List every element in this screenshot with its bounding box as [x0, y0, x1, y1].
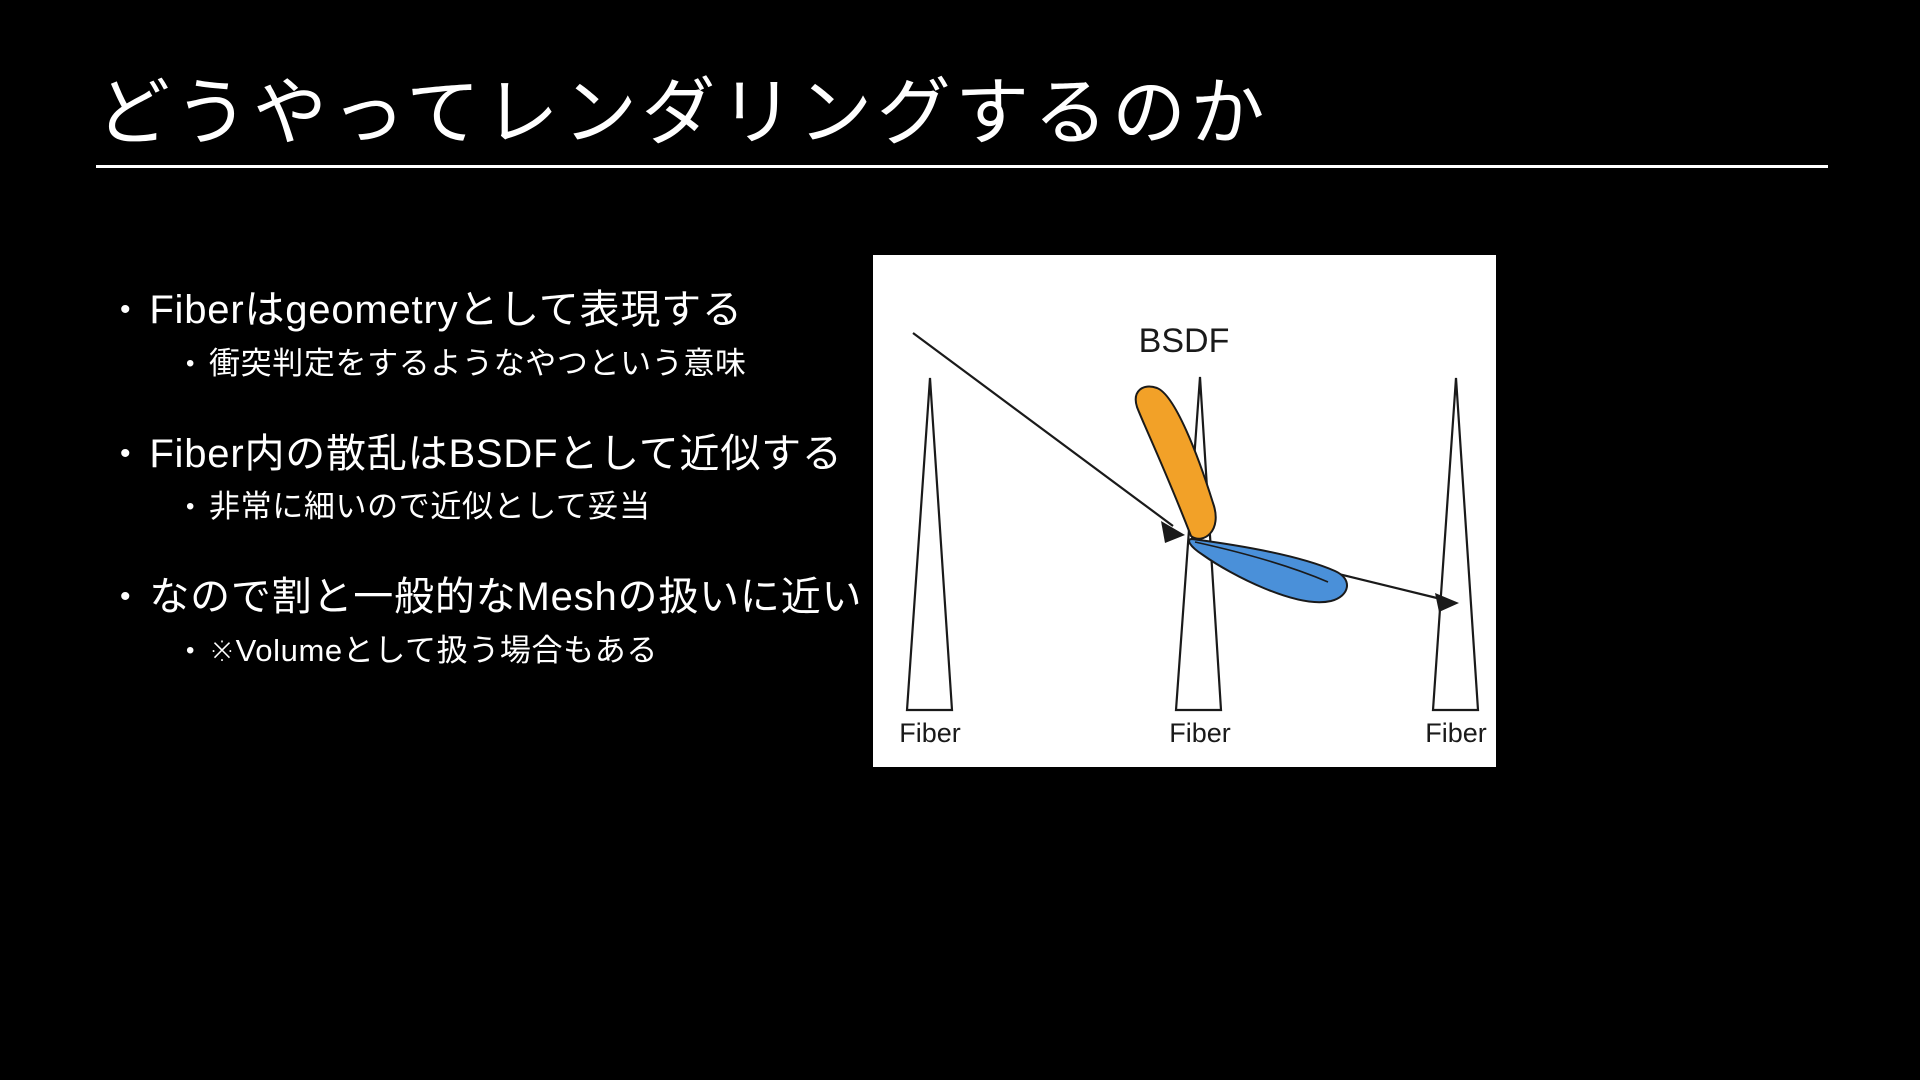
fiber-label-middle: Fiber: [1169, 718, 1231, 748]
bullet-label-primary-3: なので割と一般的なMeshの扱いに近い: [149, 575, 863, 620]
bsdf-label: BSDF: [1139, 322, 1230, 360]
transmission-lobe-axis: [1194, 541, 1329, 583]
bullet-group-3: • なので割と一般的なMeshの扱いに近い • ※Volumeとして扱う場合もあ…: [120, 573, 880, 671]
fiber-shape-right: [1431, 377, 1480, 712]
bullet-group-2: • Fiber内の散乱はBSDFとして近似する • 非常に細いので近似として妥当: [120, 430, 880, 528]
bullet-item-secondary-2: • 非常に細いので近似として妥当: [186, 488, 880, 527]
bullet-sub-dot-icon: •: [186, 349, 196, 377]
bullet-content-column: • Fiberはgeometryとして表現する • 衝突判定をするようなやつとい…: [120, 286, 880, 671]
bullet-dot-icon: •: [120, 580, 132, 614]
bullet-label-primary-2: Fiber内の散乱はBSDFとして近似する: [149, 431, 843, 476]
bullet-dot-icon: •: [120, 293, 132, 326]
incident-ray-line: [912, 332, 1174, 527]
incident-ray-arrow: [1161, 521, 1185, 543]
bullet-item-primary-1: • Fiberはgeometryとして表現する: [120, 286, 880, 335]
bullet-sub-dot-icon: •: [186, 636, 196, 664]
bullet-item-secondary-1: • 衝突判定をするようなやつという意味: [186, 345, 880, 384]
reflection-lobe: [1134, 385, 1217, 540]
bullet-sub-dot-icon: •: [186, 493, 196, 521]
bullet-label-primary-1: Fiberはgeometryとして表現する: [149, 288, 743, 332]
bullet-dot-icon: •: [120, 436, 132, 470]
bullet-item-secondary-3: • ※Volumeとして扱う場合もある: [186, 632, 880, 671]
page-title: どうやってレンダリングするのか: [96, 71, 1269, 154]
bullet-label-secondary-3: ※Volumeとして扱う場合もある: [209, 632, 659, 668]
fiber-shape-left: [905, 377, 954, 712]
bullet-item-primary-2: • Fiber内の散乱はBSDFとして近似する: [120, 430, 880, 479]
diagram-canvas: BSDF Fiber Fiber Fiber: [899, 322, 1487, 748]
title-divider: [96, 164, 1828, 168]
title-block: どうやってレンダリングするのか: [96, 71, 1828, 168]
bullet-item-primary-3: • なので割と一般的なMeshの扱いに近い: [120, 573, 880, 622]
fiber-label-left: Fiber: [899, 718, 961, 748]
bullet-label-secondary-1: 衝突判定をするようなやつという意味: [209, 345, 747, 381]
transmission-lobe: [1188, 537, 1348, 604]
bullet-label-secondary-2: 非常に細いので近似として妥当: [209, 489, 651, 525]
fiber-label-right: Fiber: [1425, 718, 1487, 748]
exit-ray-arrow: [1435, 593, 1459, 612]
fiber-bsdf-diagram: BSDF Fiber Fiber Fiber: [873, 255, 1496, 767]
bullet-group-1: • Fiberはgeometryとして表現する • 衝突判定をするようなやつとい…: [120, 286, 880, 384]
